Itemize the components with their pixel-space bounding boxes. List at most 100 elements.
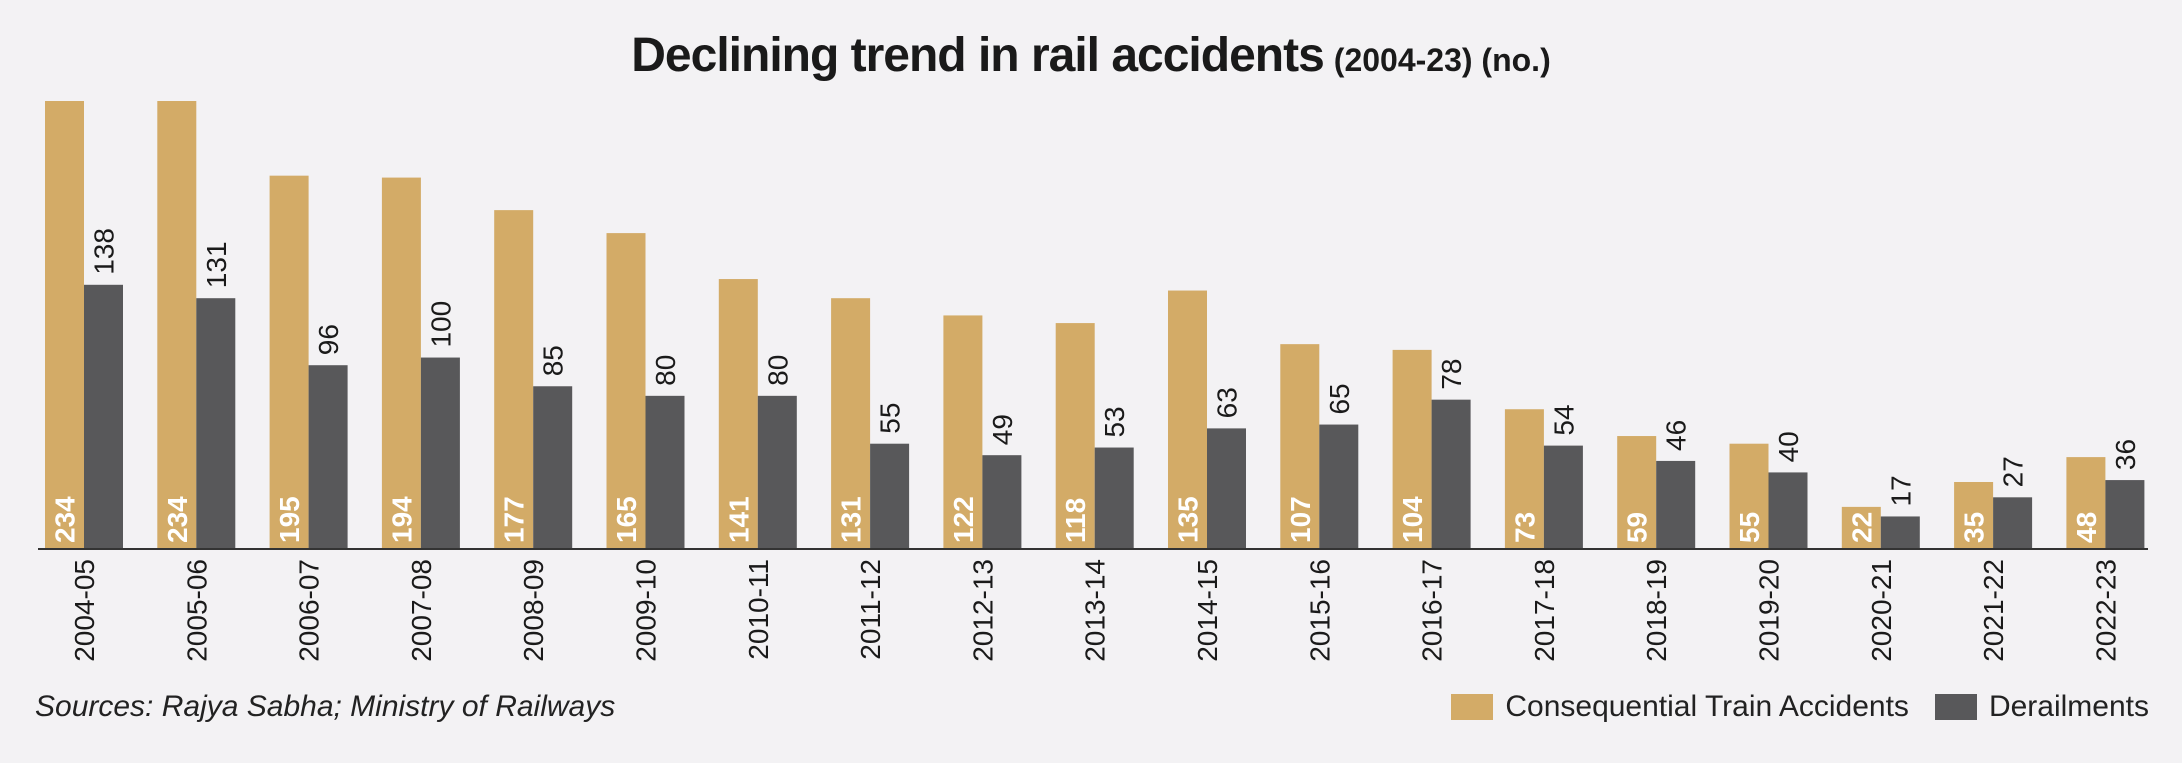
accidents-value-label: 73 [1509, 512, 1540, 543]
accidents-value-label: 59 [1622, 512, 1653, 543]
x-tick-label: 2013-14 [1080, 559, 1111, 662]
derailments-bar [196, 298, 236, 549]
derailments-bar [420, 357, 460, 549]
x-tick-label: 2020-21 [1866, 559, 1897, 662]
accidents-value-label: 135 [1173, 496, 1204, 543]
derailments-bar [1880, 516, 1920, 549]
legend-swatch-accidents [1451, 694, 1494, 720]
accidents-bar [494, 210, 534, 549]
accidents-bar [45, 101, 84, 549]
derailments-value-label: 80 [650, 355, 681, 386]
accidents-bar [1392, 349, 1432, 549]
accidents-bar [381, 177, 421, 550]
accidents-bar [1729, 443, 1769, 549]
derailments-bar [308, 365, 348, 549]
x-tick-label: 2012-13 [967, 559, 998, 662]
accidents-bar [1617, 436, 1657, 549]
x-tick-label: 2005-06 [181, 559, 212, 662]
derailments-bar [1656, 460, 1696, 549]
derailments-bar [84, 284, 123, 549]
derailments-value-label: 65 [1324, 383, 1355, 414]
derailments-bar [645, 395, 685, 549]
accidents-bar [1280, 344, 1320, 549]
derailments-value-label: 80 [762, 355, 793, 386]
derailments-value-label: 46 [1661, 420, 1692, 451]
accidents-bar [1841, 506, 1881, 549]
accidents-bar [269, 175, 309, 549]
accidents-bar [2066, 457, 2106, 549]
derailments-bar [1993, 497, 2033, 549]
derailments-bar [1094, 447, 1134, 549]
x-tick-label: 2009-10 [631, 559, 662, 662]
derailments-bar [533, 386, 573, 549]
derailments-value-label: 131 [201, 241, 232, 288]
accidents-value-label: 104 [1397, 496, 1428, 543]
derailments-value-label: 78 [1436, 359, 1467, 390]
x-tick-label: 2008-09 [518, 559, 549, 662]
legend-item-derailments: Derailments [1934, 690, 2149, 724]
derailments-value-label: 63 [1212, 387, 1243, 418]
derailments-bar [870, 443, 910, 549]
x-tick-label: 2018-19 [1641, 559, 1672, 662]
accidents-value-label: 118 [1060, 498, 1091, 543]
accidents-value-label: 194 [386, 496, 417, 543]
derailments-bar [2105, 480, 2145, 549]
accidents-bar [157, 101, 197, 549]
derailments-value-label: 40 [1773, 431, 1804, 462]
accidents-value-label: 107 [1285, 496, 1316, 543]
accidents-bar [718, 279, 758, 549]
accidents-value-label: 234 [162, 496, 193, 543]
accidents-value-label: 48 [2071, 512, 2102, 543]
x-tick-label: 2007-08 [406, 559, 437, 662]
legend-label-accidents: Consequential Train Accidents [1505, 690, 1909, 723]
x-tick-label: 2022-23 [2090, 559, 2121, 662]
legend-label-derailments: Derailments [1988, 690, 2149, 723]
chart-title-main: Declining trend in rail accidents [631, 29, 1325, 82]
derailments-bar [757, 395, 797, 549]
accidents-bar [943, 315, 983, 549]
accidents-value-label: 131 [836, 496, 867, 543]
derailments-value-label: 138 [89, 228, 120, 275]
x-tick-label: 2017-18 [1529, 559, 1560, 662]
accidents-value-label: 35 [1959, 512, 1990, 543]
derailments-value-label: 49 [987, 414, 1018, 445]
derailments-value-label: 54 [1548, 404, 1579, 435]
derailments-value-label: 100 [425, 301, 456, 348]
derailments-bar [1768, 472, 1808, 549]
derailments-bar [982, 455, 1022, 549]
derailments-bar [1319, 424, 1359, 549]
x-tick-label: 2019-20 [1754, 559, 1785, 662]
derailments-value-label: 96 [313, 324, 344, 355]
x-tick-label: 2015-16 [1304, 559, 1335, 662]
x-tick-label: 2010-11 [743, 559, 774, 660]
accidents-bar [831, 298, 871, 549]
accidents-value-label: 195 [274, 496, 305, 543]
x-tick-label: 2021-22 [1978, 559, 2009, 662]
accidents-bar [1504, 409, 1544, 549]
accidents-value-label: 22 [1846, 512, 1877, 543]
derailments-bar [1431, 399, 1471, 549]
accidents-bar [1954, 481, 1994, 549]
derailments-value-label: 55 [875, 403, 906, 434]
accidents-value-label: 122 [948, 496, 979, 543]
derailments-value-label: 85 [538, 345, 569, 376]
source-note: Sources: Rajya Sabha; Ministry of Railwa… [35, 690, 616, 723]
accidents-value-label: 234 [50, 496, 81, 543]
x-tick-label: 2016-17 [1417, 559, 1448, 662]
accidents-bar [1168, 290, 1207, 549]
derailments-bar [1207, 428, 1246, 549]
x-tick-label: 2014-15 [1192, 559, 1223, 662]
chart-title: Declining trend in rail accidents (2004-2… [0, 28, 2182, 83]
legend: Consequential Train Accidents Derailment… [1451, 690, 2149, 724]
derailments-value-label: 17 [1885, 475, 1916, 506]
accidents-value-label: 55 [1734, 512, 1765, 543]
derailments-value-label: 36 [2110, 439, 2141, 470]
accidents-value-label: 165 [611, 496, 642, 543]
derailments-value-label: 53 [1099, 406, 1130, 437]
derailments-bar [1543, 445, 1583, 549]
x-tick-label: 2004-05 [69, 559, 100, 662]
accidents-bar [606, 233, 646, 549]
legend-swatch-derailments [1934, 694, 1977, 720]
